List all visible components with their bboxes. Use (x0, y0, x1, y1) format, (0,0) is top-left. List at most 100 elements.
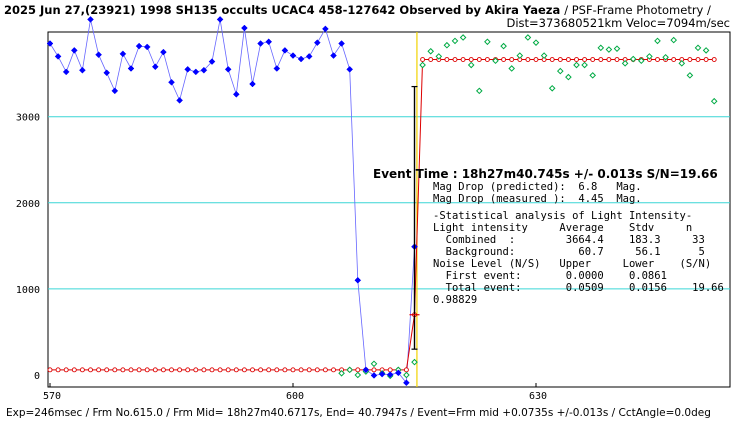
model-point (177, 367, 183, 373)
comparison-point (516, 52, 524, 59)
observed-point (151, 63, 159, 71)
plot-frame (47, 31, 731, 388)
observed-point (394, 369, 402, 377)
model-point (144, 367, 150, 373)
model-point (428, 57, 434, 62)
observed-point (281, 47, 289, 54)
comparison-point (338, 369, 345, 377)
stats-column-header: Light intensity Average Stdv n (433, 222, 692, 234)
model-point (582, 57, 588, 62)
comparison-point (500, 42, 507, 50)
comparison-point (621, 60, 629, 67)
observed-point (95, 51, 102, 59)
comparison-point (613, 45, 621, 52)
model-point (274, 367, 280, 373)
comparison-point (411, 358, 418, 366)
observed-point (330, 52, 337, 59)
observed-point (111, 87, 119, 95)
stats-extra-value: 0.98829 (433, 294, 477, 306)
y-tick-label: 3000 (16, 113, 40, 124)
comparison-point (419, 61, 426, 69)
observed-point (119, 50, 127, 58)
model-point (420, 57, 426, 62)
comparison-point (435, 53, 443, 60)
y-tick-label: 2000 (16, 199, 40, 210)
model-point (55, 367, 61, 373)
mag-drop-predicted: Mag Drop (predicted): 6.8 Mag. (433, 181, 642, 193)
observed-point (322, 25, 329, 33)
model-point (266, 367, 272, 373)
observed-point (241, 24, 248, 32)
chart-title-bold: 2025 Jun 27,(23921) 1998 SH135 occults U… (4, 3, 560, 17)
comparison-point (654, 37, 661, 45)
series-marks (46, 16, 718, 387)
chart-title-rest: / PSF-Frame Photometry / (564, 3, 711, 17)
comparison-point (354, 371, 362, 379)
model-point (112, 367, 118, 373)
observed-point (168, 78, 175, 86)
model-point (468, 57, 474, 62)
comparison-point (475, 87, 483, 95)
model-point (160, 367, 166, 373)
comparison-point (662, 53, 669, 61)
model-point (711, 57, 717, 62)
y-tick-label: 1000 (16, 285, 40, 296)
comparison-point (370, 360, 378, 368)
model-point (298, 367, 304, 373)
model-point (322, 367, 328, 373)
x-tick-labels: 570 600 630 (43, 383, 547, 402)
model-point (250, 367, 255, 373)
noise-total-event-row: Total event: 0.0509 0.0156 19.66 (433, 282, 724, 294)
observed-point (386, 371, 394, 378)
comparison-point (573, 61, 580, 69)
stats-combined-row: Combined : 3664.4 183.3 33 (433, 234, 705, 246)
comparison-point (597, 44, 605, 52)
comparison-point (540, 52, 548, 59)
model-point (290, 367, 296, 373)
observed-point (232, 90, 240, 98)
event-error-bar (409, 85, 420, 350)
observed-point (265, 38, 273, 46)
model-point (703, 57, 709, 62)
comparison-point (467, 61, 475, 69)
comparison-point (451, 37, 459, 45)
model-point (63, 367, 69, 373)
model-point (96, 367, 102, 373)
comparison-point (508, 65, 516, 72)
observed-point (208, 58, 216, 65)
model-point (71, 367, 77, 373)
model-point (152, 367, 158, 373)
comparison-point (524, 34, 532, 41)
noise-first-event-row: First event: 0.0000 0.0861 (433, 270, 667, 282)
comparison-point (443, 41, 451, 49)
comparison-point (403, 371, 410, 379)
comparison-point (565, 73, 572, 81)
model-point (533, 57, 539, 62)
model-point (590, 57, 596, 62)
comparison-point (532, 39, 540, 46)
model-point (88, 367, 93, 373)
model-point (193, 367, 199, 373)
model-point (185, 367, 191, 373)
comparison-point (678, 60, 686, 67)
observed-point (216, 16, 224, 23)
y-tick-labels: 0 1000 2000 3000 (16, 113, 40, 382)
chart-subtitle: Dist=373680521km Veloc=7094m/sec (506, 16, 730, 30)
model-point (355, 367, 361, 373)
observed-point (224, 65, 232, 73)
model-point (484, 57, 490, 62)
x-tick-label: 630 (529, 391, 547, 402)
observed-point (127, 65, 135, 72)
model-point (606, 57, 612, 62)
model-point (314, 367, 320, 373)
comparison-point (605, 46, 613, 53)
model-point (695, 57, 701, 62)
comparison-point (459, 34, 467, 41)
model-point (306, 367, 312, 373)
observed-point (103, 69, 111, 77)
observed-point (176, 96, 183, 104)
observed-point (135, 42, 143, 50)
model-point (233, 367, 239, 373)
comparison-point (427, 47, 435, 55)
comparison-point (694, 44, 702, 52)
